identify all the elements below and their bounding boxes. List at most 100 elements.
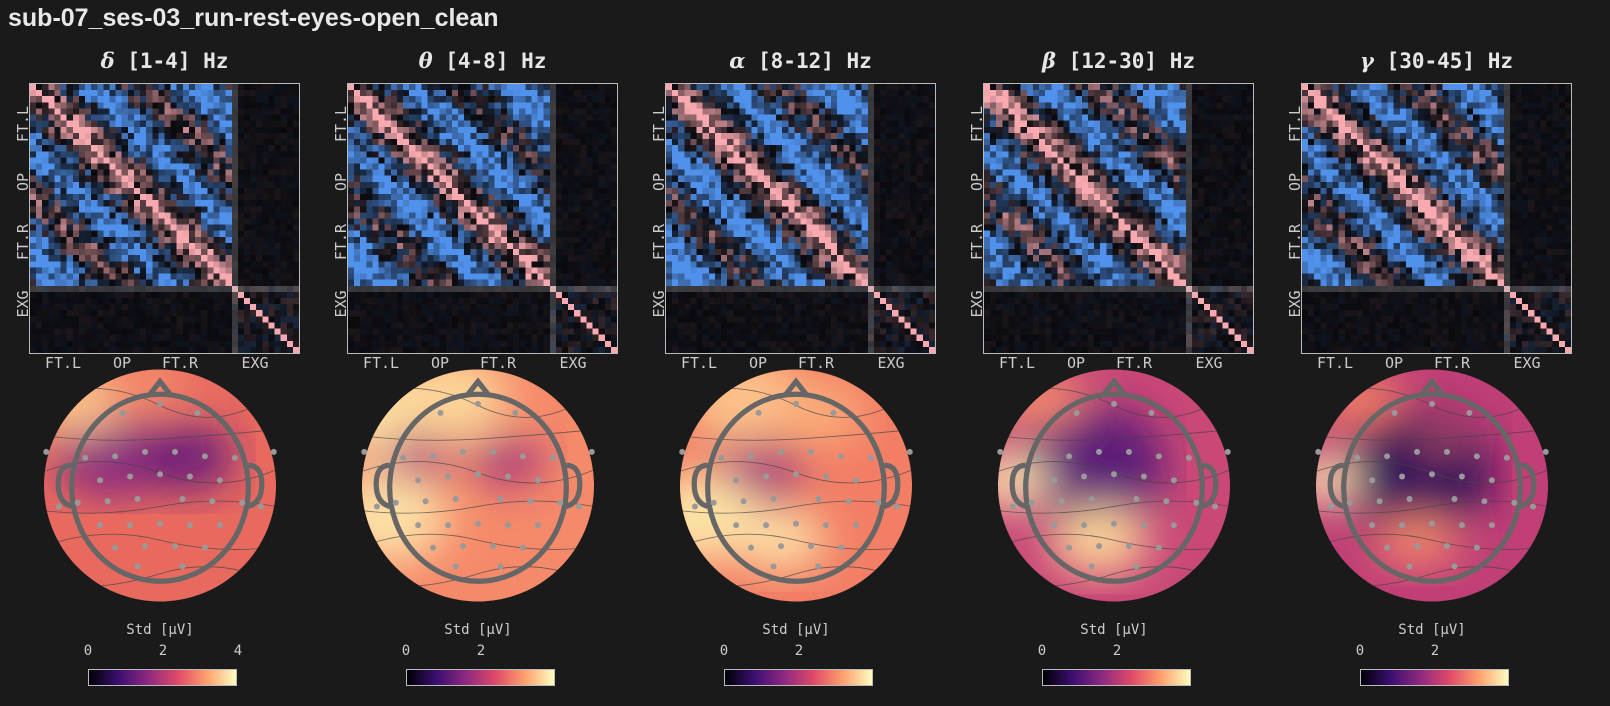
- sensor-dot: [179, 563, 186, 570]
- sensor-dot: [576, 503, 583, 510]
- sensor-dot: [504, 522, 511, 529]
- sensor-dot: [179, 495, 186, 502]
- sensor-dot: [1473, 453, 1480, 460]
- x-tick-label: EXG: [1513, 354, 1541, 372]
- sensor-dot: [867, 454, 874, 461]
- sensor-dot: [1212, 503, 1219, 510]
- colorbar-tick: 2: [794, 643, 804, 659]
- sensor-dot: [415, 522, 422, 529]
- sensor-dot: [239, 499, 246, 506]
- sensor-dot: [231, 454, 238, 461]
- sensor-dot: [527, 498, 534, 505]
- sensor-dot: [748, 544, 755, 551]
- topomap: [361, 369, 595, 602]
- y-tick-label: FT.R: [650, 223, 668, 261]
- colorbar-tick: 0: [1037, 643, 1047, 659]
- band-title: θ [4-8] Hz: [418, 48, 547, 73]
- sensor-dot: [1125, 543, 1132, 550]
- sensor-dot: [445, 473, 452, 480]
- sensor-dot: [807, 448, 814, 455]
- head-outline: [373, 377, 583, 584]
- sensor-dot: [475, 520, 481, 527]
- sensor-dot: [837, 544, 844, 551]
- colorbar-tick: 2: [1430, 643, 1440, 659]
- colorbar-tick: 0: [1355, 643, 1365, 659]
- colorbar-tick: 0: [719, 643, 729, 659]
- x-tick-label: EXG: [559, 354, 587, 372]
- sensor-dot: [1096, 543, 1103, 550]
- sensor-dot: [216, 522, 223, 529]
- colorbar-label: Std [µV]: [762, 622, 830, 638]
- contour-line: [997, 533, 1231, 550]
- x-tick-label: OP: [112, 354, 132, 372]
- sensor-dot: [1051, 522, 1058, 529]
- sensor-dot: [430, 453, 437, 460]
- sensor-dot: [1384, 453, 1391, 460]
- band-title: β [12-30] Hz: [1041, 48, 1196, 73]
- colorbar-tick: 2: [476, 643, 486, 659]
- contour-line: [679, 533, 913, 550]
- sensor-dot: [157, 400, 163, 407]
- sensor-dot: [373, 503, 380, 510]
- contour-line: [43, 428, 277, 441]
- sensor-dot: [534, 477, 541, 484]
- connectivity-matrix: [665, 83, 936, 354]
- colorbar-tick: 2: [158, 643, 168, 659]
- sensor-dot: [1036, 454, 1043, 461]
- sensor-dot: [157, 471, 163, 478]
- x-tick-label: FT.L: [44, 354, 82, 372]
- sensor-dot: [1155, 544, 1162, 551]
- colorbar-tick: 2: [1112, 643, 1122, 659]
- sensor-dot: [1466, 409, 1473, 416]
- sensor-dot: [1224, 448, 1231, 455]
- sensor-dot: [400, 454, 407, 461]
- sensor-dot: [1133, 495, 1140, 502]
- sensor-dot: [1384, 544, 1391, 551]
- sensor-dot: [112, 453, 119, 460]
- x-tick-label: FT.R: [797, 354, 835, 372]
- sensor-dot: [1488, 477, 1495, 484]
- sensor-dot: [845, 498, 852, 505]
- x-tick-label: FT.L: [680, 354, 718, 372]
- sensor-dot: [43, 448, 50, 455]
- sensor-dot: [512, 409, 519, 416]
- y-tick-label: EXG: [650, 290, 668, 318]
- sensor-dot: [1066, 544, 1073, 551]
- sensor-dot: [822, 473, 829, 480]
- sensor-dot: [1148, 409, 1155, 416]
- sensor-dot: [452, 495, 459, 502]
- sensor-dot: [557, 499, 564, 506]
- sensor-dot: [1369, 522, 1376, 529]
- colorbar: [1042, 669, 1191, 686]
- sensor-dot: [1140, 473, 1147, 480]
- sensor-dot: [186, 473, 193, 480]
- colorbar: [88, 669, 237, 686]
- sensor-dot: [1073, 409, 1080, 416]
- sensor-dot: [157, 520, 163, 527]
- sensor-dot: [1088, 495, 1095, 502]
- sensor-dot: [770, 563, 777, 570]
- sensor-dot: [1346, 499, 1353, 506]
- y-tick-label: EXG: [968, 290, 986, 318]
- y-tick-label: EXG: [332, 290, 350, 318]
- contour-line: [43, 533, 277, 550]
- y-tick-label: FT.L: [968, 105, 986, 143]
- sensor-dot: [1028, 499, 1035, 506]
- sensor-dot: [361, 448, 368, 455]
- sensor-dot: [1369, 477, 1376, 484]
- sensor-dot: [452, 563, 459, 570]
- sensor-dot: [588, 448, 595, 455]
- sensor-dot: [1354, 454, 1361, 461]
- topomap: [997, 369, 1231, 602]
- head-outline: [1009, 377, 1219, 584]
- sensor-dot: [740, 498, 747, 505]
- sensor-dot: [906, 448, 913, 455]
- y-tick-label: FT.R: [1286, 223, 1304, 261]
- sensor-dot: [194, 409, 201, 416]
- band-panel: β [12-30] Hz FT.L OP FT.R EXG FT.L OP FT.R EXG …: [954, 0, 1272, 706]
- sensor-dot: [852, 477, 859, 484]
- colorbar: [1360, 669, 1509, 686]
- sensor-dot: [489, 543, 496, 550]
- sensor-dot: [793, 520, 799, 527]
- sensor-dot: [1155, 453, 1162, 460]
